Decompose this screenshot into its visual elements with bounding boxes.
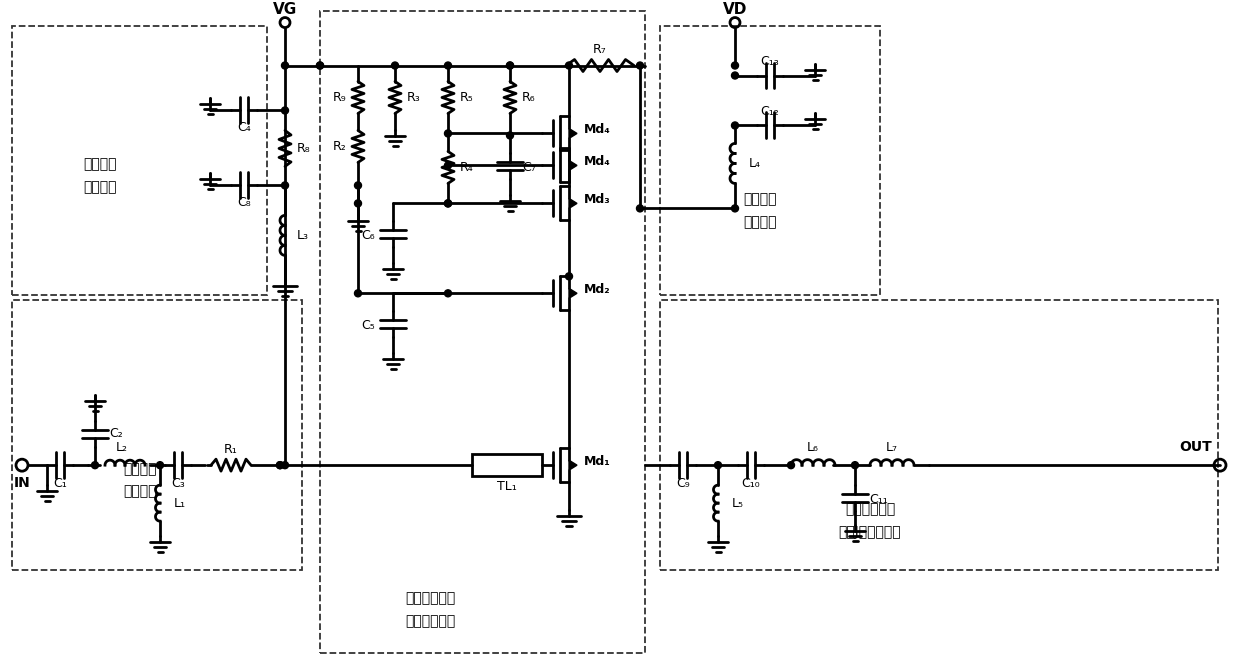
Circle shape: [852, 462, 858, 469]
Text: Md₁: Md₁: [584, 455, 611, 467]
Text: Md₄: Md₄: [584, 123, 611, 136]
Text: Md₂: Md₂: [584, 283, 610, 296]
Circle shape: [732, 122, 739, 129]
Bar: [660, 25, 880, 295]
Text: 四堆叠自偏置
功率放大网络: 四堆叠自偏置 功率放大网络: [405, 592, 455, 628]
Circle shape: [565, 273, 573, 280]
Bar: [12, 301, 303, 570]
Circle shape: [355, 290, 362, 297]
Bar: [660, 301, 1218, 570]
Text: R₆: R₆: [522, 91, 536, 104]
Text: C₂: C₂: [109, 427, 123, 440]
Polygon shape: [569, 128, 577, 138]
Text: R₇: R₇: [593, 43, 606, 56]
Polygon shape: [569, 198, 577, 208]
Text: R₈: R₈: [298, 142, 311, 155]
Text: R₃: R₃: [407, 91, 420, 104]
Text: L₁: L₁: [174, 497, 186, 509]
Circle shape: [636, 62, 644, 69]
Text: R₂: R₂: [332, 140, 346, 153]
Text: C₉: C₉: [676, 477, 689, 489]
Circle shape: [281, 107, 289, 114]
Text: C₈: C₈: [237, 196, 250, 209]
Circle shape: [732, 62, 739, 69]
Circle shape: [565, 62, 573, 69]
Text: TL₁: TL₁: [497, 479, 517, 493]
Text: C₁₁: C₁₁: [869, 493, 888, 505]
Polygon shape: [569, 160, 577, 170]
Text: C₆: C₆: [361, 229, 374, 242]
Circle shape: [281, 462, 289, 469]
Circle shape: [506, 62, 513, 69]
Text: L₅: L₅: [732, 497, 744, 509]
Circle shape: [787, 462, 795, 469]
Text: C₁₃: C₁₃: [760, 55, 780, 68]
Text: C₅: C₅: [361, 319, 374, 332]
Text: L₆: L₆: [807, 441, 818, 454]
Polygon shape: [569, 460, 577, 470]
Polygon shape: [569, 289, 577, 299]
Circle shape: [316, 62, 324, 69]
Text: R₅: R₅: [460, 91, 474, 104]
Text: 输入双频
控制网络: 输入双频 控制网络: [123, 462, 156, 499]
Circle shape: [355, 200, 362, 207]
Circle shape: [444, 130, 451, 137]
Text: C₃: C₃: [171, 477, 185, 489]
Text: C₁₀: C₁₀: [742, 477, 760, 489]
Text: 输出二次谐波
双频J类控制网络: 输出二次谐波 双频J类控制网络: [838, 501, 901, 539]
Circle shape: [277, 462, 284, 469]
Text: 栊极供电
偏置网络: 栊极供电 偏置网络: [83, 157, 117, 194]
Text: R₄: R₄: [460, 161, 474, 174]
Bar: [320, 11, 645, 653]
Circle shape: [355, 182, 362, 189]
Bar: [472, 454, 542, 476]
Text: OUT: OUT: [1179, 440, 1211, 454]
Text: VD: VD: [723, 2, 748, 17]
Text: L₄: L₄: [749, 157, 761, 170]
Text: C₁: C₁: [53, 477, 67, 489]
Circle shape: [92, 462, 98, 469]
Circle shape: [444, 62, 451, 69]
Text: C₄: C₄: [237, 121, 250, 134]
Circle shape: [392, 62, 398, 69]
Text: L₇: L₇: [887, 441, 898, 454]
Text: R₁: R₁: [224, 443, 238, 456]
Circle shape: [506, 62, 513, 69]
Circle shape: [156, 462, 164, 469]
Text: C₇: C₇: [522, 161, 536, 174]
Circle shape: [636, 205, 644, 212]
Circle shape: [506, 132, 513, 139]
Text: L₂: L₂: [117, 441, 128, 454]
Text: 漏极供电
偏置网络: 漏极供电 偏置网络: [743, 192, 776, 229]
Circle shape: [316, 62, 324, 69]
Circle shape: [444, 200, 451, 207]
Text: Md₄: Md₄: [584, 155, 611, 168]
Circle shape: [732, 72, 739, 79]
Text: R₉: R₉: [332, 91, 346, 104]
Circle shape: [281, 182, 289, 189]
Text: IN: IN: [14, 476, 30, 490]
Circle shape: [281, 62, 289, 69]
Text: VG: VG: [273, 2, 298, 17]
Text: Md₃: Md₃: [584, 193, 611, 206]
Circle shape: [444, 200, 451, 207]
Circle shape: [444, 290, 451, 297]
Text: L₃: L₃: [298, 229, 309, 242]
Circle shape: [714, 462, 722, 469]
Bar: [12, 25, 267, 295]
Circle shape: [444, 162, 451, 169]
Text: C₁₂: C₁₂: [760, 105, 780, 118]
Circle shape: [732, 205, 739, 212]
Circle shape: [277, 462, 284, 469]
